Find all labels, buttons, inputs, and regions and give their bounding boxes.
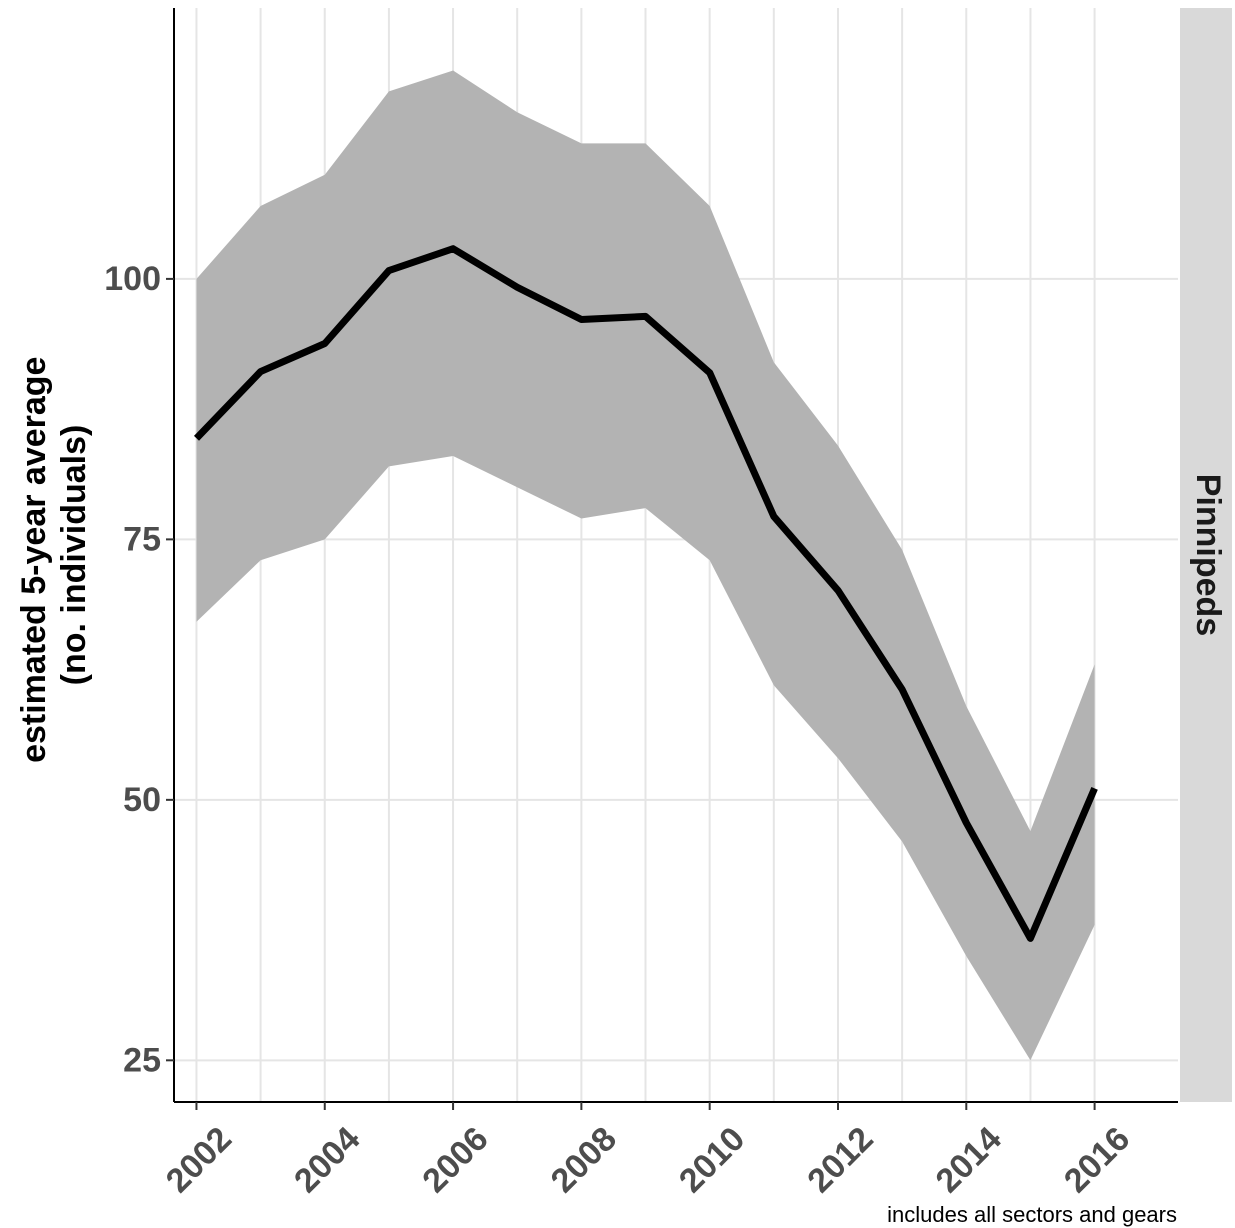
x-tick-label: 2010 [672,1120,752,1200]
y-axis-title-line-2: (no. individuals) [55,425,93,686]
x-tick-label: 2002 [159,1120,239,1200]
facet-label: Pinnipeds [1189,474,1227,636]
x-tick-label: 2012 [800,1120,880,1200]
x-axis-ticks: 2002 2004 2006 2008 2010 2012 2014 2016 [159,1102,1137,1200]
x-tick-label: 2004 [287,1120,367,1200]
x-tick-label: 2016 [1057,1120,1137,1200]
caption: includes all sectors and gears [887,1202,1177,1227]
series-line [193,245,1098,942]
y-axis-ticks: 25 50 75 100 [104,260,174,1079]
y-tick-label: 50 [123,781,161,819]
y-axis-title-line-1: estimated 5-year average [15,357,53,763]
facet-strip [1180,8,1232,1102]
x-tick-label: 2014 [929,1120,1009,1200]
y-tick-label: 75 [123,520,161,558]
confidence-band [196,70,1095,1061]
y-tick-label: 25 [123,1041,161,1079]
y-tick-label: 100 [104,260,161,298]
x-tick-label: 2008 [544,1120,624,1200]
y-axis-title: estimated 5-year average (no. individual… [15,347,93,763]
x-tick-label: 2006 [415,1120,495,1200]
